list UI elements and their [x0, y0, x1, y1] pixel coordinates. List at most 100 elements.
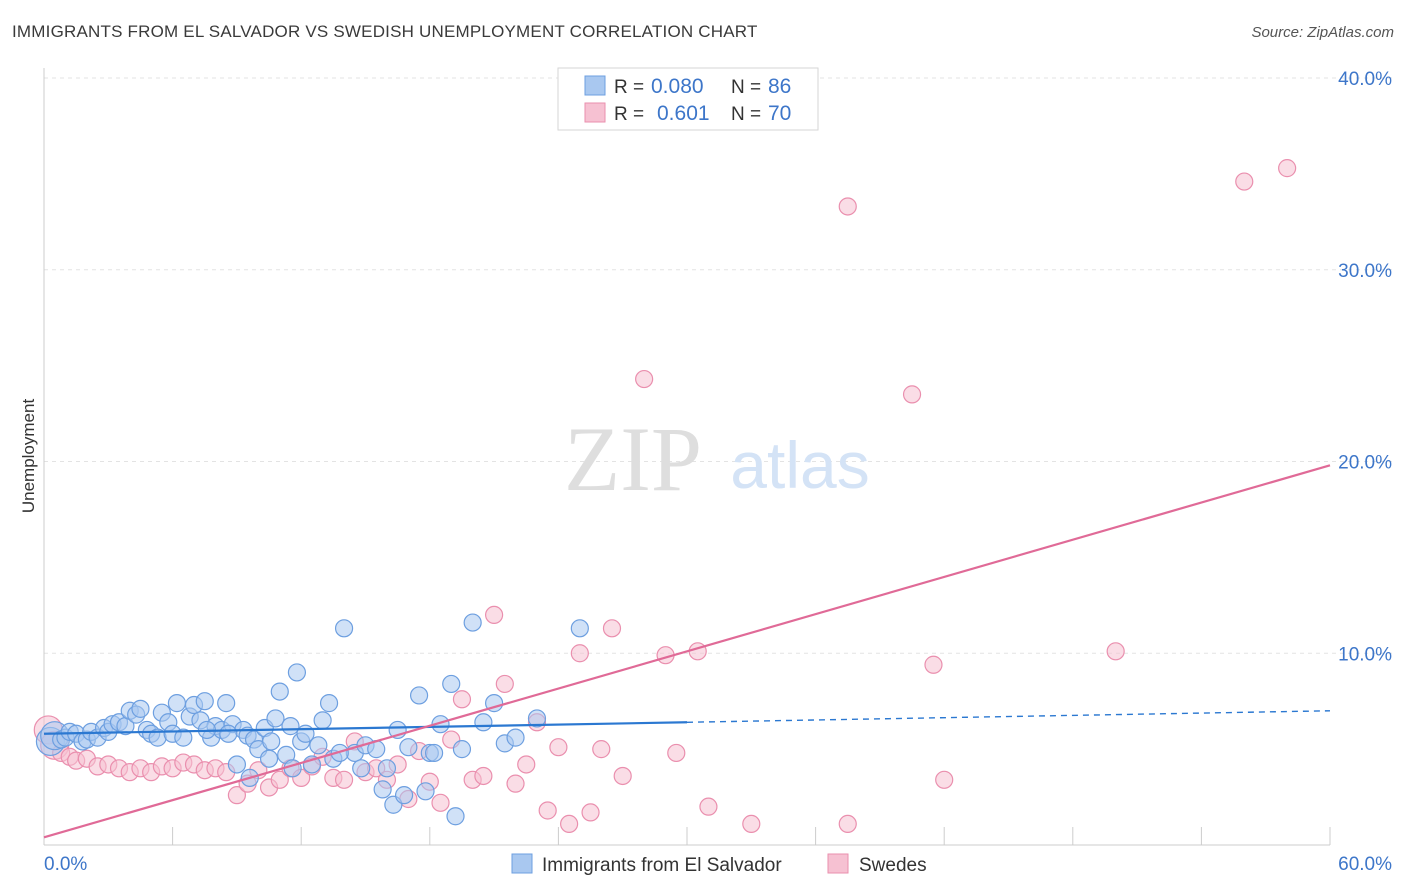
- el-salvador-point-69: [506, 728, 525, 747]
- el-salvador-point-29: [195, 692, 214, 711]
- swedes-point-23: [270, 770, 289, 789]
- swedes-point-67: [1106, 642, 1125, 661]
- chart-title: IMMIGRANTS FROM EL SALVADOR VS SWEDISH U…: [12, 22, 758, 41]
- swedes-point-64: [902, 385, 922, 404]
- swedes-point-63: [838, 814, 857, 834]
- bottom-legend-label-swedes: Swedes: [859, 855, 927, 876]
- el-salvador-point-53: [334, 619, 354, 638]
- swedes-point-51: [570, 644, 589, 663]
- y-axis-label: Unemployment: [19, 399, 38, 514]
- legend-r-value-2: 0.601: [657, 102, 710, 125]
- watermark: ZIP atlas: [564, 408, 870, 510]
- swedes-point-65: [924, 655, 943, 674]
- el-salvador-point-42: [266, 709, 285, 728]
- swedes-point-68: [1235, 172, 1254, 191]
- swedes-point-40: [452, 690, 472, 709]
- swedes-trend-line: [43, 464, 1331, 839]
- y-tick-label-1: 20.0%: [1338, 453, 1392, 474]
- legend-r-label-1: R =: [614, 77, 644, 98]
- swedes-point-42: [474, 766, 493, 786]
- x-tick-label-0: 0.0%: [44, 854, 87, 875]
- el-salvador-point-77: [424, 743, 444, 763]
- swedes-point-52: [581, 803, 600, 822]
- el-salvador-point-59: [399, 738, 418, 757]
- el-salvador-point-45: [281, 717, 300, 736]
- legend-n-label-1: N =: [731, 77, 761, 98]
- el-salvador-trend-extension: [686, 710, 1331, 723]
- swedes-point-50: [560, 814, 579, 834]
- y-tick-label-2: 30.0%: [1338, 261, 1392, 282]
- swedes-point-62: [838, 197, 857, 216]
- el-salvador-point-35: [227, 755, 246, 774]
- swedes-point-58: [667, 743, 686, 763]
- swedes-point-53: [592, 740, 611, 759]
- el-salvador-point-78: [416, 782, 435, 801]
- el-salvador-trend-line: [43, 721, 688, 735]
- el-salvador-point-75: [394, 786, 414, 805]
- swedes-point-55: [613, 766, 632, 786]
- y-tick-label-0: 10.0%: [1338, 644, 1392, 665]
- swedes-point-69: [1278, 159, 1297, 178]
- el-salvador-point-82: [262, 732, 281, 751]
- swedes-point-44: [495, 674, 514, 694]
- legend-n-label-2: N =: [731, 104, 761, 125]
- swedes-point-45: [506, 774, 525, 793]
- el-salvador-point-25: [174, 728, 193, 747]
- legend-r-value-1: 0.080: [651, 75, 704, 98]
- el-salvador-point-33: [217, 694, 236, 713]
- swedes-point-66: [935, 770, 954, 789]
- el-salvador-point-72: [352, 759, 371, 778]
- el-salvador-point-51: [319, 694, 339, 713]
- swedes-point-56: [635, 369, 654, 389]
- tick-labels: 10.0% 20.0% 30.0% 40.0% 0.0% 60.0%: [44, 69, 1392, 875]
- el-salvador-point-73: [373, 780, 392, 799]
- swedes-point-46: [517, 755, 536, 774]
- el-salvador-point-49: [309, 736, 328, 755]
- axes: [43, 68, 1331, 846]
- el-salvador-point-80: [296, 724, 315, 743]
- el-salvador-point-79: [330, 743, 349, 763]
- el-salvador-points: [35, 613, 589, 826]
- trend-lines: [43, 464, 1331, 839]
- el-salvador-point-17: [131, 699, 150, 718]
- el-salvador-point-60: [409, 686, 429, 705]
- el-salvador-point-71: [570, 619, 589, 638]
- swedes-point-38: [431, 793, 450, 812]
- swedes-point-54: [602, 619, 622, 638]
- swedes-point-43: [485, 605, 504, 625]
- swedes-point-29: [334, 770, 354, 789]
- y-tick-label-3: 40.0%: [1338, 69, 1392, 90]
- legend-n-value-1: 86: [768, 75, 791, 98]
- legend-swatch-pink: [584, 102, 606, 123]
- bottom-legend-label-el-salvador: Immigrants from El Salvador: [542, 855, 782, 876]
- el-salvador-point-24: [167, 694, 186, 713]
- watermark-atlas: atlas: [730, 428, 869, 502]
- el-salvador-point-63: [442, 674, 461, 694]
- el-salvador-point-81: [283, 759, 302, 778]
- swedes-points: [33, 159, 1297, 834]
- el-salvador-point-46: [287, 663, 307, 682]
- swedes-point-61: [742, 814, 761, 834]
- grid-lines: [44, 77, 1392, 654]
- legend-r-label-2: R =: [614, 104, 644, 125]
- bottom-legend-swatch-blue: [511, 853, 533, 874]
- el-salvador-point-70: [527, 709, 547, 728]
- swedes-point-49: [549, 738, 568, 757]
- el-salvador-point-84: [219, 724, 238, 743]
- el-salvador-point-57: [377, 759, 397, 778]
- bottom-legend-swatch-pink: [827, 853, 849, 874]
- el-salvador-point-64: [452, 740, 472, 759]
- stats-legend: R = 0.080 N = 86 R = 0.601 N = 70: [557, 67, 819, 131]
- watermark-zip: ZIP: [564, 408, 702, 510]
- legend-n-value-2: 70: [768, 102, 791, 125]
- swedes-point-60: [699, 797, 718, 816]
- el-salvador-point-66: [474, 713, 493, 732]
- el-salvador-point-76: [446, 807, 465, 826]
- swedes-point-19: [227, 786, 246, 805]
- el-salvador-point-65: [463, 613, 482, 632]
- source-label: Source: ZipAtlas.com: [1251, 24, 1394, 41]
- legend-swatch-blue: [584, 75, 606, 96]
- el-salvador-point-41: [259, 749, 279, 768]
- el-salvador-point-43: [270, 682, 289, 701]
